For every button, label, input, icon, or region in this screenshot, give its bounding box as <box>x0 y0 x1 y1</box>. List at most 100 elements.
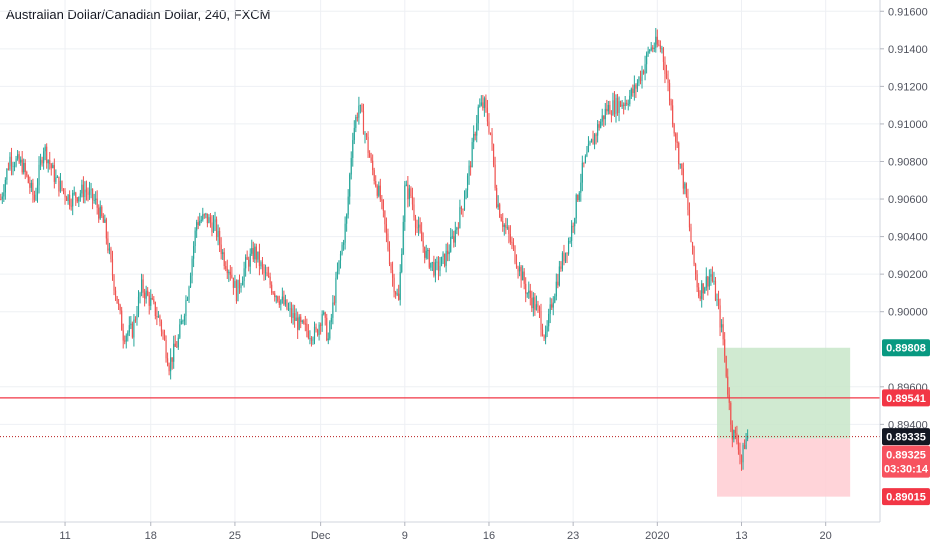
candle-body <box>580 182 582 193</box>
candle-body <box>574 218 576 227</box>
candle-body <box>220 244 222 255</box>
candle-body <box>551 304 553 308</box>
candle-body <box>584 156 586 163</box>
candle-body <box>248 259 250 267</box>
candle-body <box>206 213 208 224</box>
candle-body <box>673 124 675 134</box>
candle-body <box>398 293 400 300</box>
candle-body <box>56 176 58 178</box>
candle-body <box>268 275 270 277</box>
candle-body <box>223 252 225 267</box>
candle-body <box>251 248 253 254</box>
candle-body <box>283 296 285 305</box>
candle-body <box>9 156 11 170</box>
candle-body <box>292 313 294 318</box>
candle-body <box>419 224 421 232</box>
candle-body <box>284 299 287 305</box>
candle-body <box>147 290 149 296</box>
target-price-badge-bg <box>882 339 930 357</box>
candle-body <box>41 159 43 164</box>
candle-body <box>260 262 262 267</box>
candle-body <box>520 266 522 281</box>
candle-body <box>350 157 352 175</box>
candle-body <box>693 247 695 265</box>
candle-body <box>525 283 527 294</box>
candle-body <box>404 185 406 222</box>
candle-body <box>139 293 141 297</box>
candle-body <box>261 262 264 267</box>
candle-body <box>607 104 609 112</box>
price-tick-label: 0.90000 <box>888 307 928 319</box>
candle-body <box>121 310 123 331</box>
candle-body <box>747 435 749 439</box>
candle-body <box>540 311 542 330</box>
candle-body <box>104 219 106 223</box>
candle-body <box>719 305 721 328</box>
candle-body <box>482 102 484 109</box>
candle-body <box>500 216 502 222</box>
candle-body <box>517 267 519 272</box>
candle-body <box>108 248 111 251</box>
candle-body <box>695 264 697 275</box>
candle-body <box>320 324 322 326</box>
candle-body <box>597 124 599 136</box>
candle-body <box>356 117 358 119</box>
candle-body <box>633 84 635 94</box>
candle-body <box>122 330 124 341</box>
candle-body <box>405 184 407 186</box>
candle-body <box>737 442 740 450</box>
candle-body <box>716 298 718 301</box>
candle-body <box>440 256 443 266</box>
candle-body <box>664 61 666 75</box>
candle-body <box>246 257 248 260</box>
candle-body <box>606 108 608 112</box>
candle-body <box>494 164 496 189</box>
candle-body <box>497 204 499 208</box>
time-tick-label: Dec <box>311 530 331 542</box>
candle-body <box>483 98 485 109</box>
candle-body <box>610 114 612 116</box>
candle-body <box>67 194 69 202</box>
time-tick-label: 25 <box>229 530 241 542</box>
candle-body <box>226 268 228 274</box>
candle-body <box>558 266 560 286</box>
candle-body <box>515 262 518 268</box>
candle-body <box>546 326 548 332</box>
candle-body <box>696 274 698 288</box>
candle-body <box>442 253 444 257</box>
candle-body <box>743 445 746 449</box>
candle-body <box>411 195 414 205</box>
candle-body <box>639 76 642 81</box>
candle-body <box>148 295 150 306</box>
candle-body <box>699 296 701 299</box>
candle-body <box>59 180 62 192</box>
candle-body <box>661 48 663 50</box>
candle-body <box>53 165 55 182</box>
candle-body <box>133 319 135 338</box>
candle-body <box>64 190 66 198</box>
candle-body <box>543 335 545 339</box>
candle-body <box>47 160 49 164</box>
candle-body <box>159 316 161 322</box>
price-tick-label: 0.90800 <box>888 156 928 168</box>
candle-body <box>289 308 291 310</box>
candle-body <box>362 111 365 135</box>
candle-body <box>685 183 687 197</box>
candle-body <box>479 105 481 107</box>
candle-body <box>174 343 176 347</box>
candle-body <box>245 257 247 269</box>
candle-body <box>214 219 216 223</box>
price-axis: 0.91600 0.91400 0.91200 0.91000 0.90800 0.906… <box>880 6 928 431</box>
time-tick-label: 16 <box>483 530 495 542</box>
candle-body <box>678 142 680 164</box>
candle-body <box>202 214 204 220</box>
candle-body <box>653 47 655 50</box>
current-price-badge: 0.89335 <box>886 432 926 444</box>
entry-price-label: 0.89325 <box>886 450 926 462</box>
candle-body <box>395 292 397 295</box>
candle-body <box>684 183 686 189</box>
candle-body <box>315 326 317 330</box>
candle-body <box>257 251 259 260</box>
candle-body <box>545 331 547 339</box>
